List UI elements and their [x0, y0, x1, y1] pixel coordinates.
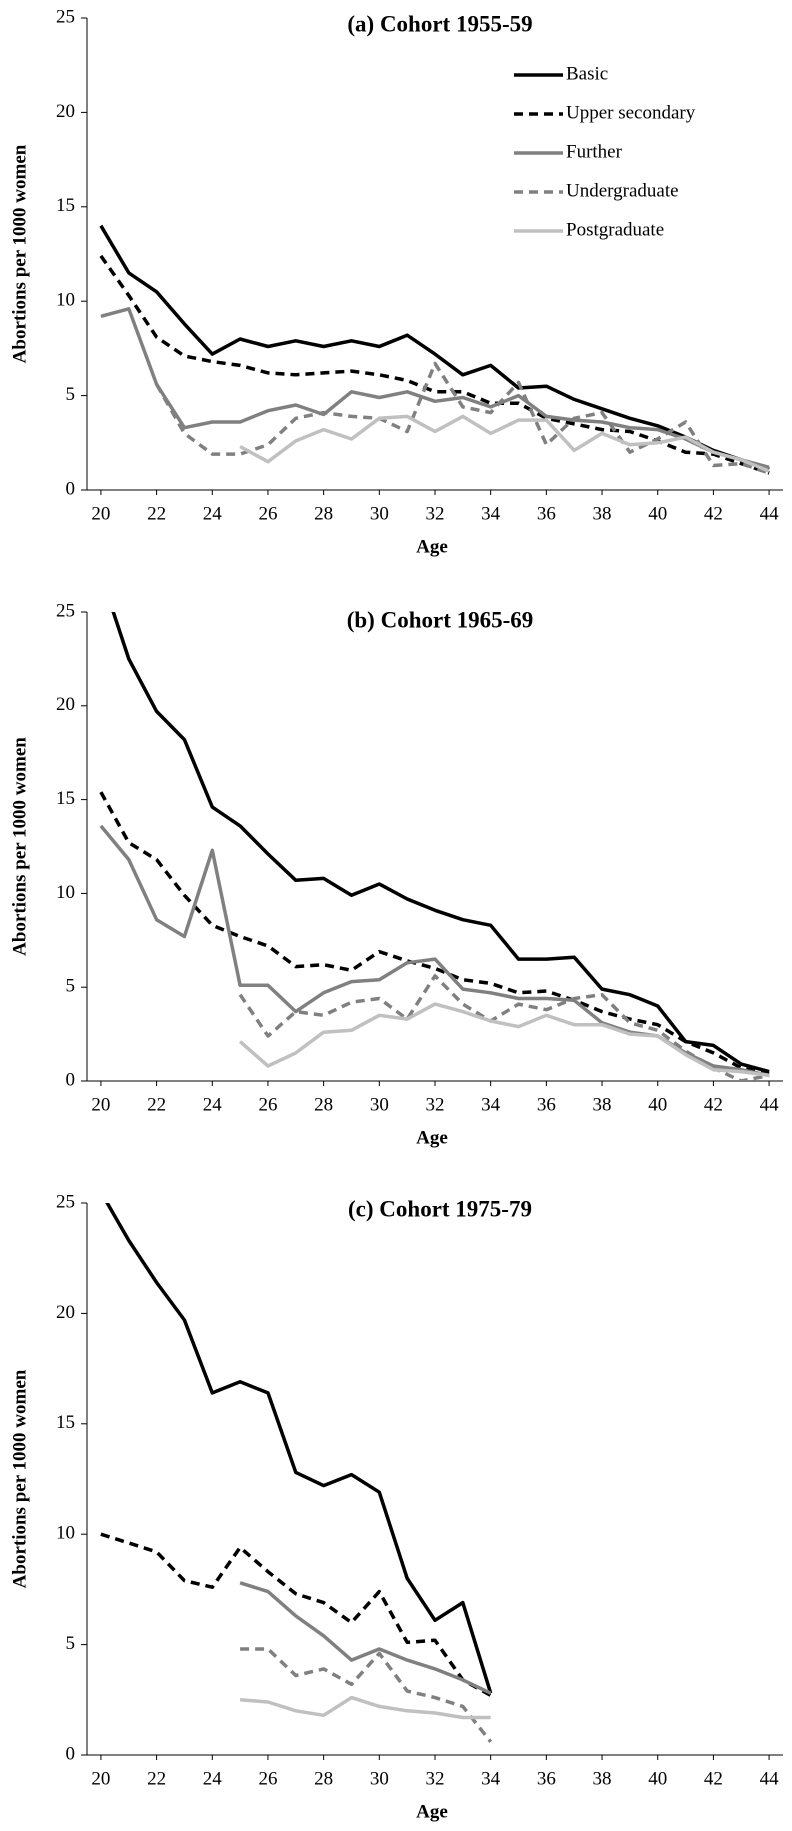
x-tick-label: 30: [370, 1768, 389, 1789]
chart-title: (b) Cohort 1965-69: [347, 607, 534, 632]
y-tick-label: 25: [56, 600, 75, 621]
x-tick-label: 26: [258, 503, 277, 524]
x-tick-label: 32: [426, 503, 445, 524]
legend-label: Further: [566, 141, 623, 162]
x-tick-label: 32: [426, 1094, 445, 1115]
series-line: [99, 224, 770, 471]
x-tick-label: 38: [593, 503, 612, 524]
y-tick-label: 20: [56, 694, 75, 715]
x-tick-label: 24: [203, 503, 223, 524]
y-tick-label: 5: [66, 1633, 76, 1654]
x-tick-label: 36: [537, 1094, 556, 1115]
x-tick-label: 20: [91, 1768, 110, 1789]
y-axis-title: Abortions per 1000 women: [9, 737, 30, 956]
x-axis-title: Age: [416, 536, 448, 557]
series-line: [239, 1581, 492, 1695]
y-tick-label: 15: [56, 195, 75, 216]
y-tick-label: 10: [56, 882, 75, 903]
panel: (a) Cohort 1955-59 0 5 10 15 20 25 20 22 24 26 28 30…: [9, 6, 783, 557]
x-tick-label: 22: [147, 1768, 166, 1789]
y-tick-label: 15: [56, 788, 75, 809]
x-tick-label: 26: [258, 1768, 277, 1789]
x-tick-label: 36: [537, 1768, 556, 1789]
x-tick-label: 28: [314, 503, 333, 524]
x-tick-label: 40: [648, 1094, 667, 1115]
x-tick-label: 24: [203, 1094, 223, 1115]
x-tick-label: 22: [147, 503, 166, 524]
y-tick-label: 5: [66, 384, 76, 405]
series-line: [239, 414, 770, 473]
x-tick-label: 30: [370, 503, 389, 524]
y-axis-title: Abortions per 1000 women: [9, 144, 30, 363]
x-tick-label: 36: [537, 503, 556, 524]
series-line: [240, 1647, 493, 1743]
y-tick-label: 10: [56, 1523, 75, 1544]
y-tick-label: 25: [56, 6, 75, 27]
x-tick-label: 38: [593, 1768, 612, 1789]
y-tick-label: 0: [66, 478, 76, 499]
x-tick-label: 44: [760, 1094, 780, 1115]
x-tick-label: 24: [203, 1768, 223, 1789]
legend-label: Undergraduate: [566, 180, 679, 201]
series-line: [100, 307, 770, 469]
x-tick-label: 26: [258, 1094, 277, 1115]
x-tick-label: 38: [593, 1094, 612, 1115]
y-axis-title: Abortions per 1000 women: [9, 1369, 30, 1588]
series-line: [155, 361, 770, 475]
y-tick-label: 20: [56, 101, 75, 122]
x-tick-label: 34: [481, 503, 501, 524]
legend-label: Basic: [566, 63, 608, 84]
series-line: [238, 1002, 770, 1078]
y-tick-label: 20: [56, 1302, 75, 1323]
y-tick-label: 15: [56, 1412, 75, 1433]
x-tick-label: 34: [481, 1768, 501, 1789]
y-tick-label: 0: [66, 1069, 76, 1090]
x-tick-label: 20: [91, 503, 110, 524]
series-line: [100, 1532, 492, 1697]
x-tick-label: 22: [147, 1094, 166, 1115]
x-tick-label: 20: [91, 1094, 110, 1115]
series-line: [111, 612, 770, 1074]
legend-label: Postgraduate: [566, 219, 664, 240]
x-tick-label: 40: [648, 503, 667, 524]
x-axis-title: Age: [416, 1801, 448, 1822]
series-line: [105, 1203, 493, 1694]
x-tick-label: 30: [370, 1094, 389, 1115]
legend-label: Upper secondary: [566, 102, 696, 123]
y-tick-label: 10: [56, 290, 75, 311]
x-tick-label: 28: [314, 1094, 333, 1115]
x-tick-label: 44: [760, 1768, 780, 1789]
y-tick-label: 0: [66, 1743, 76, 1764]
chart-title: (a) Cohort 1955-59: [347, 11, 532, 36]
panel: (b) Cohort 1965-69 0 5 10 15 20 25 20 22 24 26 28 30…: [9, 600, 783, 1148]
chart-title: (c) Cohort 1975-79: [348, 1196, 532, 1221]
y-tick-label: 5: [66, 976, 76, 997]
x-tick-label: 42: [704, 503, 723, 524]
x-tick-label: 44: [760, 503, 780, 524]
x-tick-label: 42: [704, 1768, 723, 1789]
x-tick-label: 34: [481, 1094, 501, 1115]
y-tick-label: 25: [56, 1191, 75, 1212]
x-tick-label: 42: [704, 1094, 723, 1115]
x-tick-label: 28: [314, 1768, 333, 1789]
series-line: [238, 974, 770, 1081]
x-tick-label: 32: [426, 1768, 445, 1789]
panel: (c) Cohort 1975-79 0 5 10 15 20 25 20 22 24 26 28 30…: [9, 1191, 783, 1822]
x-axis-title: Age: [416, 1127, 448, 1148]
series-line: [239, 1695, 491, 1720]
x-tick-label: 40: [648, 1768, 667, 1789]
series-line: [99, 791, 770, 1076]
